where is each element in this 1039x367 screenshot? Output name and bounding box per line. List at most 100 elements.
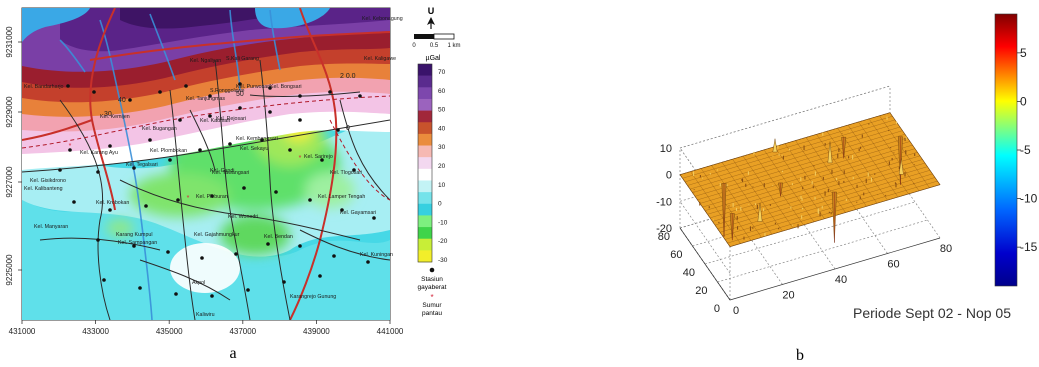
gravity-station	[66, 84, 70, 88]
place-label: Kel. Tlogosari	[330, 170, 362, 176]
monitoring-well: *	[187, 195, 190, 202]
colorbar-a-band	[418, 168, 432, 181]
place-label: Kel. Kalibanteng	[24, 186, 63, 192]
svg-text:2 0.0: 2 0.0	[340, 73, 356, 80]
gravity-station	[198, 148, 202, 152]
place-label: Kel. Karang Ayu	[80, 150, 118, 156]
surface-grid	[679, 112, 941, 248]
place-label: Kel. Rejosari	[216, 116, 246, 122]
colorbar-b-tick-label: 5	[1020, 46, 1027, 60]
place-label: Kel. Lamper Tengah	[318, 194, 365, 200]
place-label: Kel. Plombokan	[150, 148, 187, 154]
gravity-station	[298, 118, 302, 122]
place-label: Kel. Manyaran	[34, 224, 68, 230]
map-y-tick-label: 9227000	[5, 166, 14, 198]
period-caption: Periode Sept 02 - Nop 05	[853, 305, 1011, 321]
gravity-station	[96, 238, 100, 242]
svg-text:30: 30	[104, 111, 112, 118]
gravity-station	[242, 186, 246, 190]
spike-up	[827, 141, 833, 164]
map-x-tick-label: 431000	[9, 327, 36, 336]
gravity-station	[138, 286, 142, 290]
north-label: U	[428, 6, 435, 16]
gravity-station	[148, 138, 152, 142]
gravity-station	[184, 84, 188, 88]
gravity-station	[274, 190, 278, 194]
gravity-station	[210, 194, 214, 198]
x-tick-label: 80	[940, 243, 952, 255]
gravity-station	[336, 128, 340, 132]
place-label: Karang Kumpul	[116, 232, 153, 238]
monitoring-well: *	[299, 155, 302, 162]
colorbar-b-tick-label: 0	[1020, 94, 1027, 108]
gravity-station	[372, 216, 376, 220]
colorbar-a-tick-label: -30	[438, 257, 448, 264]
gravity-station	[340, 208, 344, 212]
colorbar-a-band	[418, 215, 432, 228]
gravity-station	[228, 142, 232, 146]
x-tick-label: 40	[835, 274, 847, 286]
colorbar-a-band	[418, 133, 432, 146]
gravity-station	[246, 288, 250, 292]
colorbar-b	[994, 13, 1018, 287]
place-label: Kel. Sampangan	[118, 240, 157, 246]
gravity-station	[238, 106, 242, 110]
place-label: Kel. Bendan	[264, 234, 293, 240]
colorbar-a-tick-label: 60	[438, 88, 446, 95]
place-label: Kel. Kembangsari	[236, 136, 278, 142]
gravity-station	[208, 94, 212, 98]
gravity-stations: * * *	[58, 82, 376, 298]
colorbar-a-tick-label: -10	[438, 219, 448, 226]
gravity-station	[200, 256, 204, 260]
z-tick-label: -10	[656, 196, 672, 208]
colorbar-a-band	[418, 227, 432, 240]
scale-tick-label: 0.5	[430, 43, 439, 49]
gravity-station	[174, 292, 178, 296]
gravity-station	[366, 260, 370, 264]
place-label: Kel. Tanjungmas	[186, 96, 225, 102]
colorbar-a-tick-label: 70	[438, 69, 446, 76]
x-tick-label: 60	[887, 259, 899, 271]
colorbar-a-band	[418, 110, 432, 123]
colorbar-b-tick-label: -10	[1020, 192, 1038, 206]
well-label-1: Sumur	[422, 302, 442, 309]
svg-text:50: 50	[236, 91, 244, 98]
map-y-tick-label: 9225000	[5, 254, 14, 286]
gravity-station	[268, 110, 272, 114]
gravity-station	[298, 94, 302, 98]
colorbar-a-band	[418, 192, 432, 205]
gravity-station	[144, 204, 148, 208]
place-label: Kel. Tawangsari	[212, 170, 249, 176]
gravity-station	[92, 90, 96, 94]
place-label: Kel. Gisikdrono	[30, 178, 66, 184]
map-legend: U 0 0.5 1 km µGal 70 60 50 40 30 20 10 0 -10 -20 -30…	[412, 6, 460, 317]
place-label: Kel. Pleburan	[196, 194, 228, 200]
panel-a-label: a	[229, 345, 236, 362]
colorbar-a-band	[418, 203, 432, 216]
gravity-station	[238, 82, 242, 86]
colorbar-a-band	[418, 145, 432, 158]
place-label: Kel. Tegalsari	[126, 162, 158, 168]
scale-tick-label: 0	[412, 43, 416, 49]
z-tick-label: 0	[666, 170, 672, 182]
colorbar-a-band	[418, 180, 432, 193]
map-x-tick-label: 435000	[156, 327, 183, 336]
gravity-station	[282, 280, 286, 284]
place-label: Kel. Kauman	[200, 118, 230, 124]
x-tick-label: 20	[782, 290, 794, 302]
gravity-station	[208, 114, 212, 118]
gravity-station	[260, 138, 264, 142]
y-tick-label: 80	[658, 231, 670, 243]
map-x-tick-label: 437000	[229, 327, 256, 336]
monitoring-well: *	[69, 143, 72, 150]
colorbar-a-tick-label: 0	[438, 201, 442, 208]
z-tick-label: 10	[660, 143, 672, 155]
gravity-station	[352, 168, 356, 172]
colorbar-a-tick-label: 10	[438, 182, 446, 189]
y-tick-label: 40	[683, 267, 695, 279]
map-y-tick-label: 9229000	[5, 96, 14, 128]
place-label: Akpol	[192, 280, 205, 286]
gravity-station	[96, 170, 100, 174]
gravity-station	[210, 294, 214, 298]
